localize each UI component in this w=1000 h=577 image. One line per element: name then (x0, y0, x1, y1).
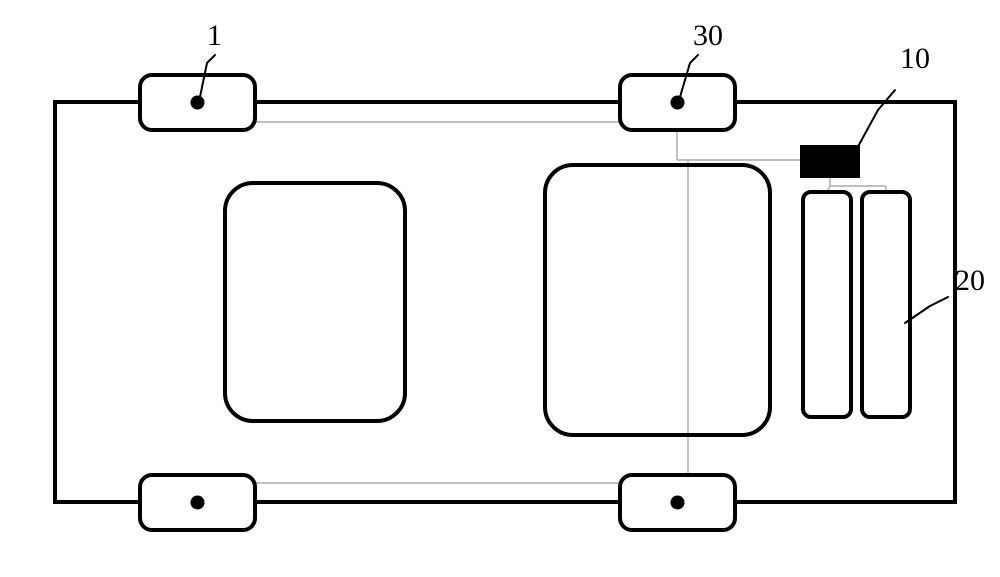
callout-10-leader (855, 90, 895, 152)
diagram-canvas: 1 30 10 20 (0, 0, 1000, 577)
callout-30-label: 30 (693, 19, 723, 52)
callout-20-label: 20 (955, 264, 985, 297)
wheel-rear-bottom-center-dot (191, 496, 205, 510)
wheel-front-top-center-dot (671, 96, 685, 110)
wheel-front-bottom-center-dot (671, 496, 685, 510)
seat-rear (225, 183, 405, 421)
wheel-rear-top-center-dot (191, 96, 205, 110)
seat-front (545, 165, 770, 435)
callout-10-label: 10 (900, 42, 930, 75)
callout-1-label: 1 (207, 19, 222, 52)
front-unit-left (803, 192, 851, 417)
controller-box (800, 145, 860, 178)
front-unit-right (862, 192, 910, 417)
